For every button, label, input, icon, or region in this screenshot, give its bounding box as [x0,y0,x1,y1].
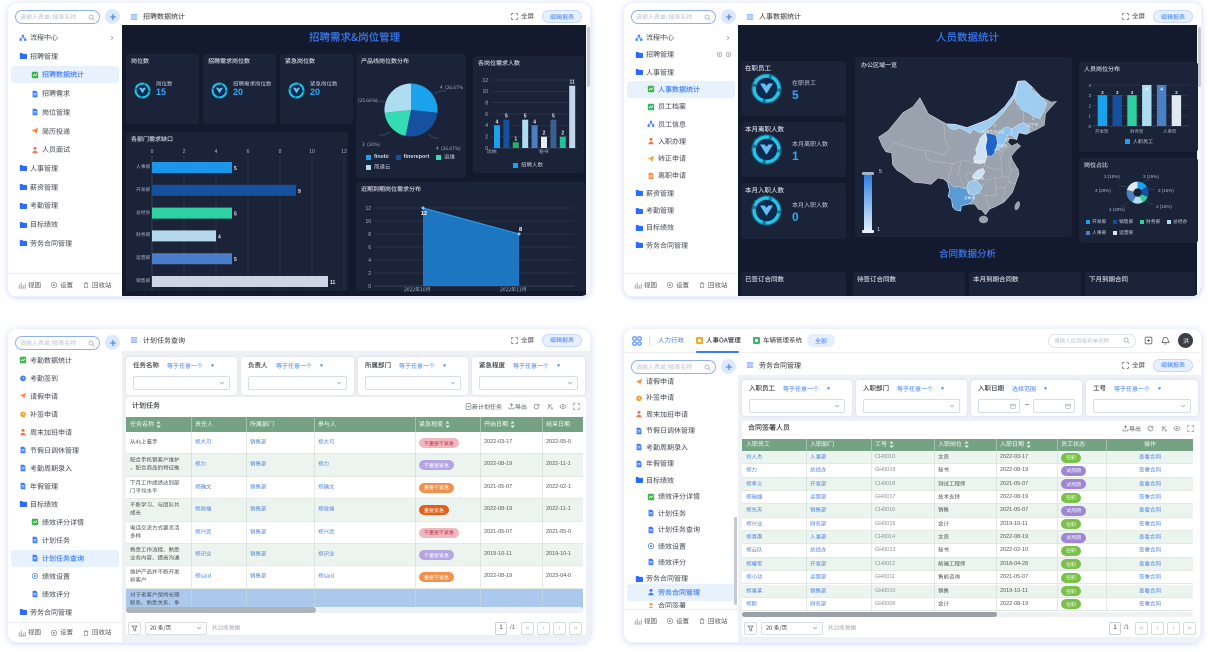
svg-text:1: 1 [514,136,517,142]
svg-text:1: 1 [1088,114,1091,119]
svg-text:10: 10 [365,219,371,225]
svg-text:4: 4 [215,149,218,155]
svg-text:2: 2 [368,271,371,277]
svg-text:2: 2 [543,131,546,137]
svg-text:0: 0 [151,149,154,155]
svg-text:10: 10 [309,149,315,155]
svg-text:2: 2 [561,131,564,137]
svg-text:4: 4 [1160,87,1163,92]
svg-text:2: 2 [1088,103,1091,108]
svg-text:4: 4 [1088,83,1091,88]
svg-text:4: 4 [368,258,371,264]
svg-text:6: 6 [368,245,371,251]
svg-text:4: 4 [533,119,536,125]
svg-text:3: 3 [1131,90,1134,95]
svg-text:3: 3 [1088,93,1091,98]
svg-text:12: 12 [341,149,347,155]
svg-text:3: 3 [1175,90,1178,95]
svg-text:6: 6 [247,149,250,155]
svg-text:0: 0 [368,284,371,290]
svg-text:8: 8 [368,232,371,238]
svg-text:5: 5 [505,114,508,120]
svg-text:12: 12 [421,211,427,217]
svg-text:0: 0 [1088,124,1091,129]
svg-text:4: 4 [485,123,488,129]
svg-text:3: 3 [1116,90,1119,95]
svg-text:0: 0 [485,146,488,152]
svg-text:5: 5 [552,114,555,120]
svg-text:5: 5 [234,257,237,263]
svg-text:4: 4 [218,234,221,240]
svg-text:8: 8 [519,227,522,233]
svg-text:4: 4 [1146,87,1149,92]
svg-text:8: 8 [485,101,488,107]
svg-text:2: 2 [183,149,186,155]
svg-text:5: 5 [524,114,527,120]
svg-text:5: 5 [234,212,237,218]
svg-text:5: 5 [234,166,237,172]
svg-text:12: 12 [482,78,488,84]
svg-text:11: 11 [330,280,336,286]
svg-text:10: 10 [482,89,488,95]
svg-text:3: 3 [1101,90,1104,95]
svg-text:2: 2 [485,135,488,141]
svg-text:8: 8 [279,149,282,155]
svg-text:4: 4 [496,119,499,125]
svg-text:11: 11 [570,80,576,86]
svg-text:9: 9 [298,189,301,195]
svg-text:6: 6 [485,112,488,118]
svg-text:12: 12 [365,206,371,212]
